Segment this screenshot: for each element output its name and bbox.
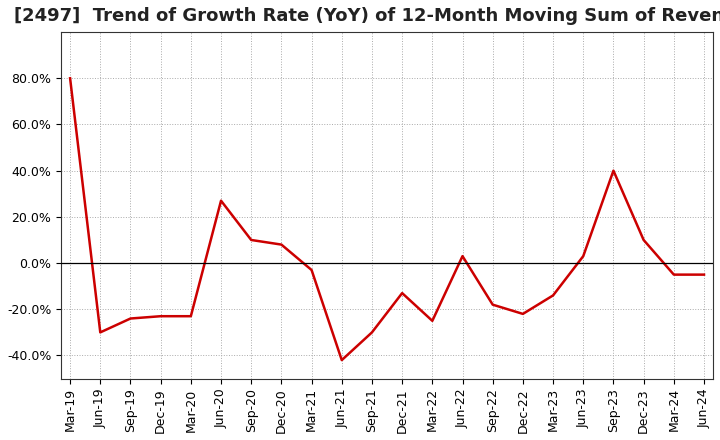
Title: [2497]  Trend of Growth Rate (YoY) of 12-Month Moving Sum of Revenues: [2497] Trend of Growth Rate (YoY) of 12-… (14, 7, 720, 25)
